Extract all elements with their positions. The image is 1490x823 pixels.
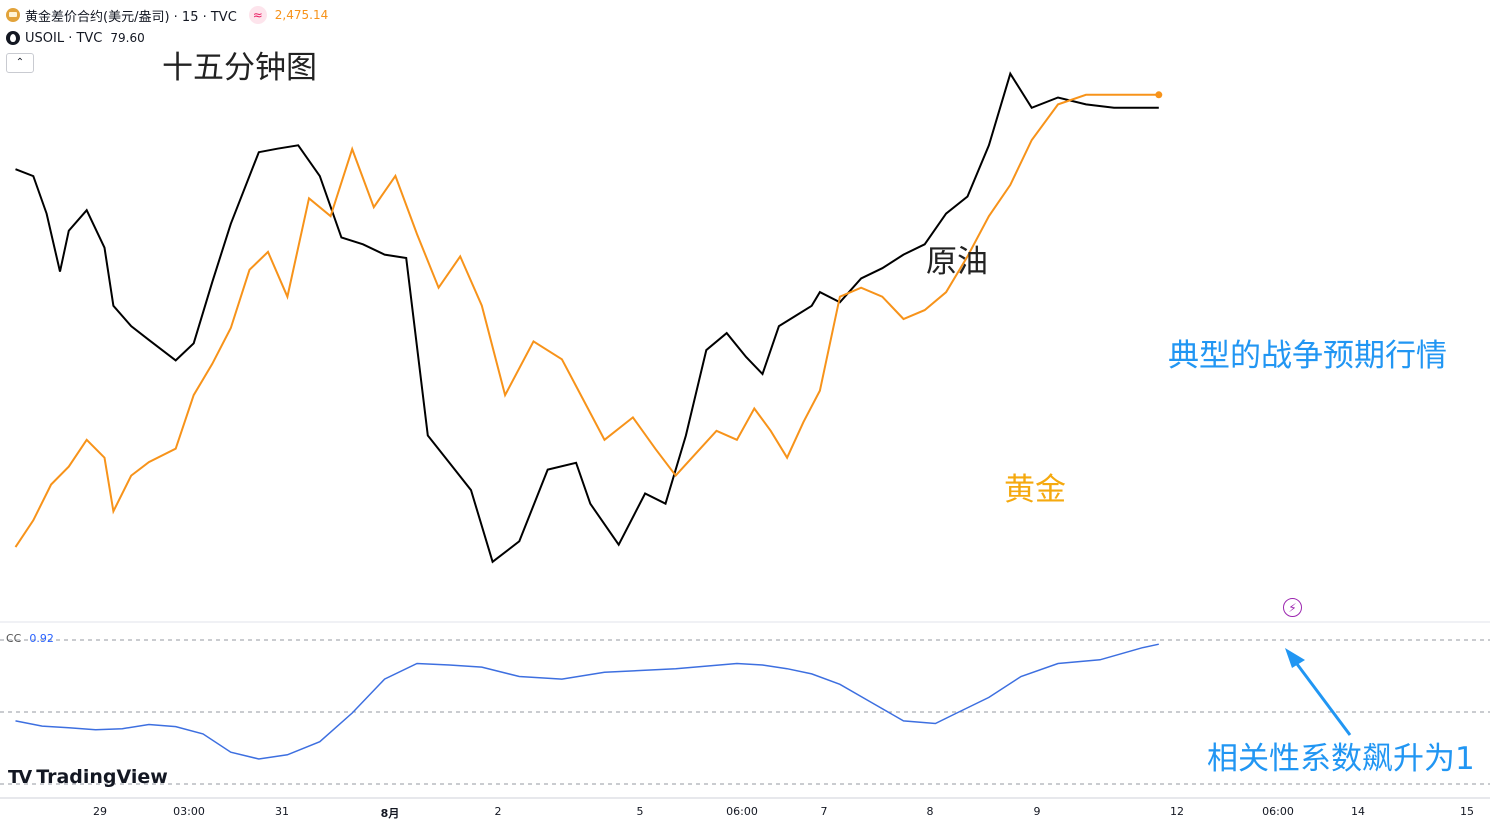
x-tick-label: 8月 (380, 807, 400, 820)
gold-series-line (14, 93, 1159, 548)
lightning-icon[interactable]: ⚡ (1283, 598, 1302, 617)
cc-indicator-line (15, 643, 1159, 760)
cc-indicator-pane (0, 639, 1490, 785)
x-tick-label: 12 (1170, 805, 1184, 818)
x-tick-label: 06:00 (726, 805, 758, 818)
price-pane (14, 71, 1163, 564)
x-tick-label: 8 (926, 805, 934, 818)
approx-badge[interactable]: ≈ (248, 6, 267, 24)
correlation-arrow (1285, 648, 1352, 736)
x-tick-label: 03:00 (173, 805, 205, 818)
gold-legend[interactable]: 黄金差价合约(美元/盎司) · 15 · TVC ≈ 2,475.14 (6, 6, 329, 25)
x-tick-label: 2 (494, 805, 502, 818)
annotation-gold: 黄金 (1004, 472, 1066, 508)
tradingview-mark: TV (8, 766, 32, 788)
x-tick-label: 5 (636, 805, 644, 818)
x-tick-label: 06:00 (1262, 805, 1294, 818)
annotation-oil: 原油 (926, 244, 988, 280)
x-tick-label: 29 (93, 805, 107, 818)
cc-indicator-value: 0.92 (29, 632, 54, 645)
cc-indicator-name: CC (6, 632, 22, 645)
gold-symbol-label[interactable]: 黄金差价合约(美元/盎司) · 15 · TVC (25, 9, 237, 25)
oil-price: 79.60 (110, 31, 145, 45)
annotation-title: 十五分钟图 (162, 50, 317, 86)
chevron-up-icon: ⌃ (15, 57, 25, 68)
cc-indicator-legend[interactable]: CC 0.92 (6, 632, 54, 645)
collapse-legend-button[interactable]: ⌃ (6, 53, 34, 73)
tradingview-wordmark: TradingView (36, 766, 168, 788)
annotation-war: 典型的战争预期行情 (1168, 338, 1447, 374)
x-tick-label: 7 (820, 805, 828, 818)
annotation-correlation: 相关性系数飙升为1 (1207, 741, 1475, 777)
tradingview-logo[interactable]: TV TradingView (8, 766, 168, 788)
gold-price: 2,475.14 (274, 8, 329, 22)
x-tick-label: 14 (1351, 805, 1365, 818)
x-tick-label: 31 (275, 805, 289, 818)
oil-symbol-label[interactable]: USOIL · TVC (25, 30, 103, 46)
x-tick-label: 15 (1460, 805, 1474, 818)
oil-series-line (15, 71, 1159, 564)
oil-drop-icon (6, 31, 20, 45)
gold-bars-icon (6, 8, 20, 22)
oil-legend[interactable]: USOIL · TVC 79.60 (6, 29, 145, 47)
x-tick-label: 9 (1033, 805, 1041, 818)
gold-last-price-dot (1155, 91, 1163, 99)
